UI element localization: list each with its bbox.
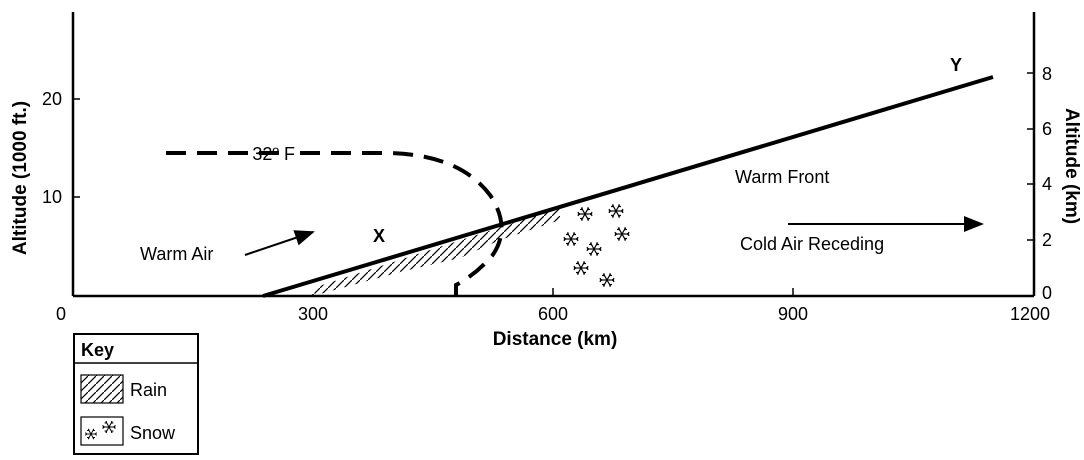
key-snow-swatch bbox=[80, 416, 124, 446]
snowflake-icon bbox=[614, 226, 630, 242]
x-axis-title: Distance (km) bbox=[493, 329, 618, 350]
snowflake-icon bbox=[577, 206, 593, 222]
y-left-axis-title: Altitude (1000 ft.) bbox=[10, 101, 31, 255]
warm-air-arrow bbox=[244, 230, 315, 256]
snow-region bbox=[563, 203, 630, 288]
snowflake-icon bbox=[563, 231, 579, 247]
y-left-tick-label-20: 20 bbox=[42, 89, 62, 109]
snowflake-icon bbox=[599, 272, 615, 288]
cold-air-label: Cold Air Receding bbox=[740, 234, 884, 254]
y-right-tick-label-4: 4 bbox=[1042, 174, 1052, 194]
y-right-tick-label-6: 6 bbox=[1042, 119, 1052, 139]
rain-region bbox=[313, 208, 560, 294]
tick-labels: 10 20 0 300 600 900 1200 0 2 4 6 8 bbox=[42, 64, 1052, 324]
y-right-axis-title: Altitude (km) bbox=[1061, 108, 1082, 224]
x-tick-label-600: 600 bbox=[538, 304, 568, 324]
snowflake-icon bbox=[586, 241, 602, 257]
point-y-label: Y bbox=[950, 55, 962, 75]
axes bbox=[71, 12, 1036, 298]
x-tick-label-0: 0 bbox=[56, 304, 66, 324]
x-tick-label-1200: 1200 bbox=[1010, 304, 1050, 324]
y-left-tick-label-10: 10 bbox=[42, 187, 62, 207]
y-right-tick-label-2: 2 bbox=[1042, 230, 1052, 250]
x-tick-label-300: 300 bbox=[298, 304, 328, 324]
warm-front-label: Warm Front bbox=[735, 167, 829, 187]
key-rain-swatch bbox=[80, 374, 124, 404]
snowflake-icon bbox=[573, 260, 589, 276]
warm-front-line bbox=[262, 75, 994, 298]
key-title: Key bbox=[81, 340, 114, 360]
point-x-label: X bbox=[373, 226, 385, 246]
x-tick-label-900: 900 bbox=[778, 304, 808, 324]
warm-air-label: Warm Air bbox=[140, 244, 213, 264]
key-legend: Key Rain Snow bbox=[73, 333, 199, 455]
key-rain-label: Rain bbox=[130, 380, 167, 400]
y-right-tick-label-8: 8 bbox=[1042, 64, 1052, 84]
freezing-line-label: 32º F bbox=[252, 144, 295, 164]
key-snow-label: Snow bbox=[130, 423, 176, 443]
snowflake-icon bbox=[608, 203, 624, 219]
y-right-tick-label-0: 0 bbox=[1042, 283, 1052, 303]
freezing-line-curve bbox=[300, 151, 504, 296]
